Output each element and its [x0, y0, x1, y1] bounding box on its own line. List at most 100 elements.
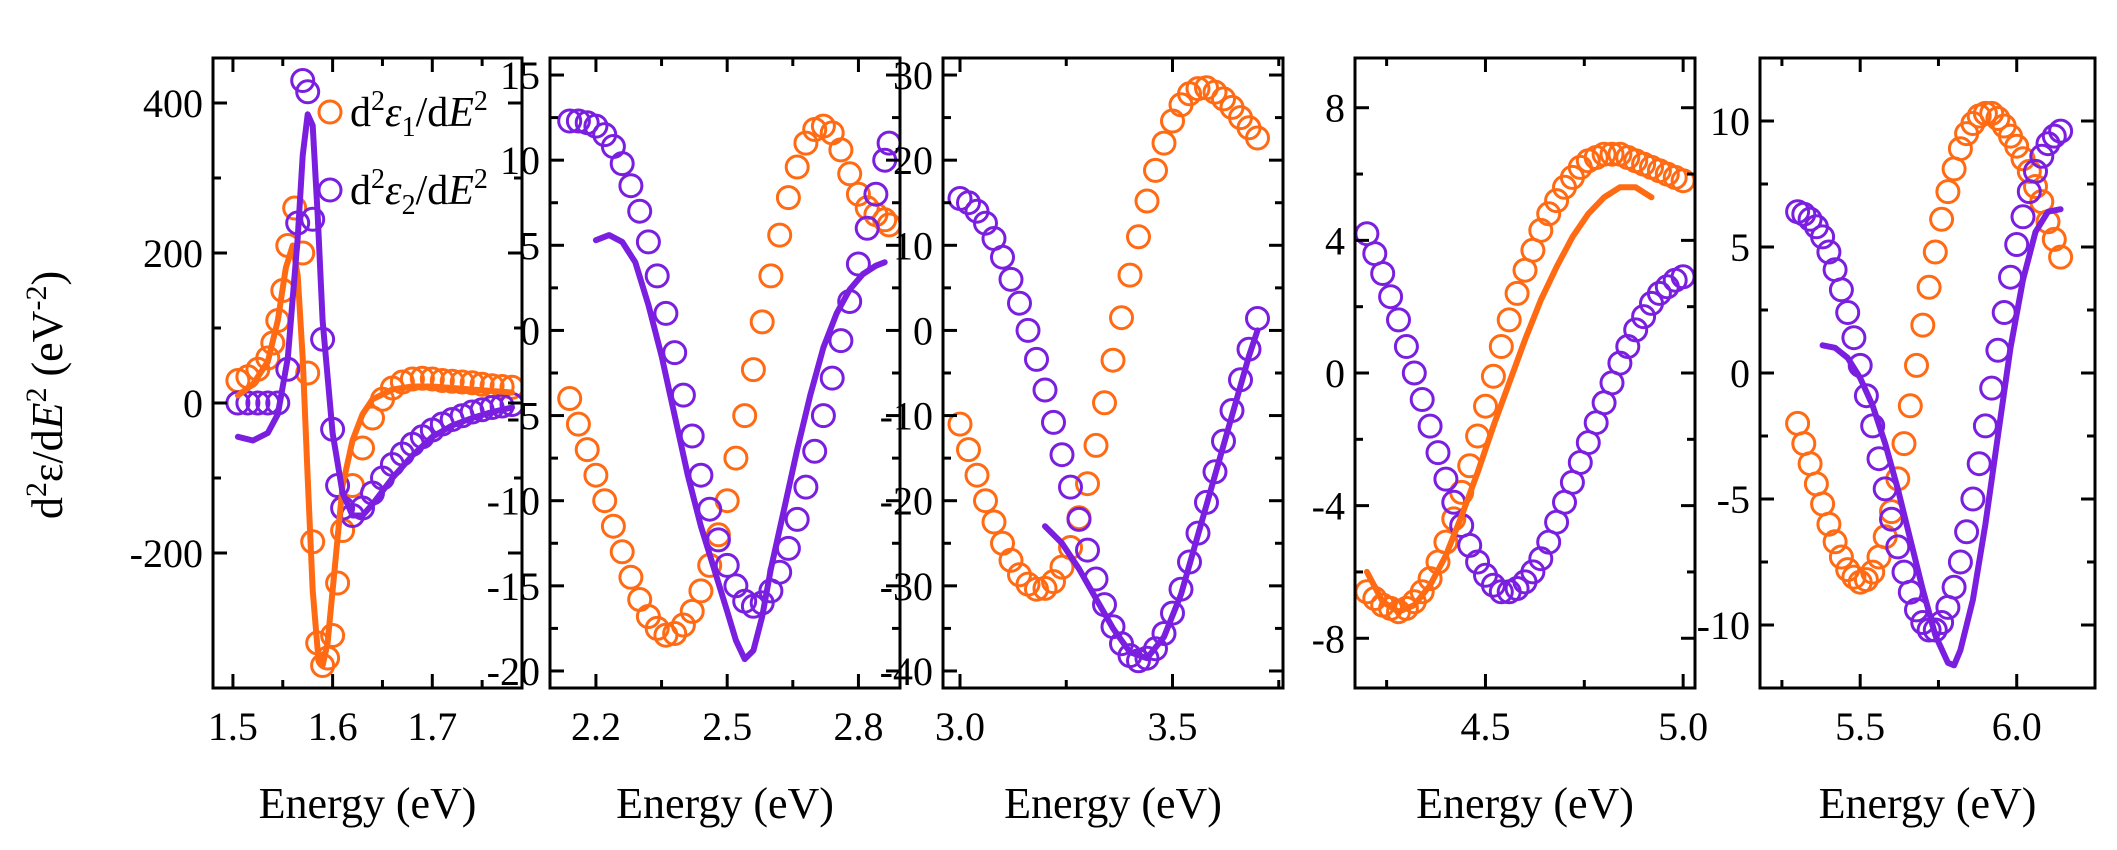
data-point-e1-markers — [990, 530, 1015, 556]
data-point-e2-markers — [1151, 621, 1177, 646]
data-point-e1-markers — [1841, 564, 1867, 590]
y-tick-label: 4 — [1325, 218, 1345, 263]
fit-line-e1-line — [234, 242, 515, 669]
data-point-e2-markers — [1409, 387, 1435, 412]
data-point-e2-markers — [1797, 206, 1823, 232]
data-point-e1-markers — [399, 366, 425, 392]
data-point-e1-markers — [609, 539, 635, 565]
data-point-e1-markers — [1835, 557, 1861, 583]
x-axis-title: Energy (eV) — [1416, 779, 1634, 828]
data-point-e1-markers — [1904, 352, 1929, 378]
legend-e2-eps: ε — [385, 168, 402, 214]
data-point-e1-markers — [1828, 544, 1854, 570]
legend-e2-d: d — [350, 168, 371, 214]
y-tick-label: -4 — [1312, 484, 1345, 529]
data-point-e1-markers — [723, 445, 749, 471]
data-point-e2-markers — [1066, 506, 1092, 532]
data-point-e1-markers — [2016, 158, 2042, 184]
legend-e1-sup: 2 — [371, 86, 385, 117]
data-point-e2-markers — [1985, 337, 2011, 363]
data-point-e1-markers — [499, 374, 522, 400]
panel-1-data — [225, 68, 522, 678]
data-point-e1-markers — [1496, 307, 1522, 333]
x-tick-label: 2.5 — [702, 704, 752, 749]
data-point-e1-markers — [469, 371, 495, 397]
data-point-e1-markers — [767, 222, 793, 248]
data-point-e1-markers — [1109, 305, 1134, 331]
data-point-e2-markers — [1791, 201, 1817, 227]
data-point-e2-markers — [802, 438, 828, 464]
plot-frame — [211, 56, 524, 690]
data-point-e2-markers — [1480, 572, 1506, 598]
fit-line-e2-line — [1042, 327, 1261, 662]
data-point-e1-markers — [1922, 239, 1948, 265]
panel-4-data — [1355, 141, 1695, 625]
legend: d2ε1/dE2 d2ε2/dE2 — [317, 86, 488, 221]
data-point-e1-markers — [419, 366, 445, 392]
y-tick-label: 400 — [143, 81, 203, 126]
data-point-e1-markers — [1891, 431, 1917, 457]
y-tick-label: -10 — [487, 479, 540, 524]
data-point-e2-markers — [828, 328, 854, 354]
data-point-e2-markers — [627, 198, 653, 224]
data-point-e2-markers — [618, 173, 644, 199]
panel-2-data — [557, 108, 900, 663]
data-point-e2-markers — [2035, 131, 2061, 157]
data-point-e2-markers — [1433, 466, 1459, 492]
data-point-e2-markers — [1370, 261, 1396, 286]
data-point-e2-markers — [1885, 534, 1911, 560]
data-point-e2-markers — [1160, 600, 1185, 626]
data-point-e2-markers — [1058, 474, 1083, 500]
data-point-e1-markers — [1599, 141, 1625, 167]
data-point-e1-markers — [1897, 393, 1923, 419]
data-point-e1-markers — [565, 411, 591, 437]
data-point-e2-markers — [876, 130, 900, 156]
panel-4: -8 -4 0 4 8 4.5 5.0 Energy (eV) — [1312, 56, 1708, 828]
y-tick-label: 8 — [1325, 86, 1345, 131]
data-point-e1-markers — [1816, 511, 1842, 537]
y-tick-label: 10 — [893, 223, 933, 268]
data-point-e1-markers — [1929, 206, 1955, 232]
data-point-e2-markers — [819, 365, 845, 391]
data-point-e2-markers — [810, 403, 836, 429]
data-point-e1-markers — [1480, 363, 1506, 389]
data-point-e1-markers — [282, 195, 308, 221]
data-point-e1-markers — [1041, 569, 1066, 595]
data-point-e2-markers — [1972, 413, 1998, 439]
y-tick-label: 0 — [1730, 351, 1750, 396]
data-point-e2-markers — [1670, 264, 1695, 290]
data-point-e1-markers — [1853, 567, 1879, 593]
y-tick-label: 200 — [143, 231, 203, 276]
data-point-e2-markers — [1378, 284, 1404, 310]
data-point-e2-markers — [1143, 636, 1168, 662]
data-point-e2-markers — [235, 390, 261, 416]
data-point-e1-markers — [964, 462, 990, 488]
data-point-e1-markers — [828, 137, 854, 163]
data-point-e1-markers — [1143, 157, 1168, 183]
data-point-e2-markers — [1245, 306, 1270, 331]
data-point-e1-markers — [998, 547, 1024, 573]
data-point-e1-markers — [429, 368, 455, 393]
data-point-e2-markers — [705, 527, 731, 553]
data-point-e1-markers — [1134, 188, 1160, 214]
data-point-e2-markers — [635, 229, 661, 255]
data-point-e2-markers — [1015, 317, 1041, 343]
data-point-e2-markers — [1024, 346, 1049, 372]
data-point-e1-markers — [600, 513, 626, 539]
data-point-e1-markers — [1083, 432, 1109, 458]
panel-3-data — [947, 75, 1270, 674]
y-tick-label: 0 — [520, 308, 540, 353]
data-point-e1-markers — [255, 345, 281, 371]
data-point-e2-markers — [1425, 440, 1451, 466]
fit-line-e2-line — [234, 111, 515, 519]
x-axis-title: Energy (eV) — [1004, 779, 1222, 828]
data-point-e2-markers — [1810, 224, 1836, 250]
data-point-e1-markers — [1860, 559, 1886, 585]
y-tick-label: 5 — [520, 223, 540, 268]
data-point-e1-markers — [1785, 410, 1811, 436]
x-tick-label: 2.2 — [571, 704, 621, 749]
y-tick-label: -5 — [1717, 477, 1750, 522]
data-point-e1-markers — [583, 462, 609, 488]
data-point-e1-markers — [2041, 226, 2067, 252]
